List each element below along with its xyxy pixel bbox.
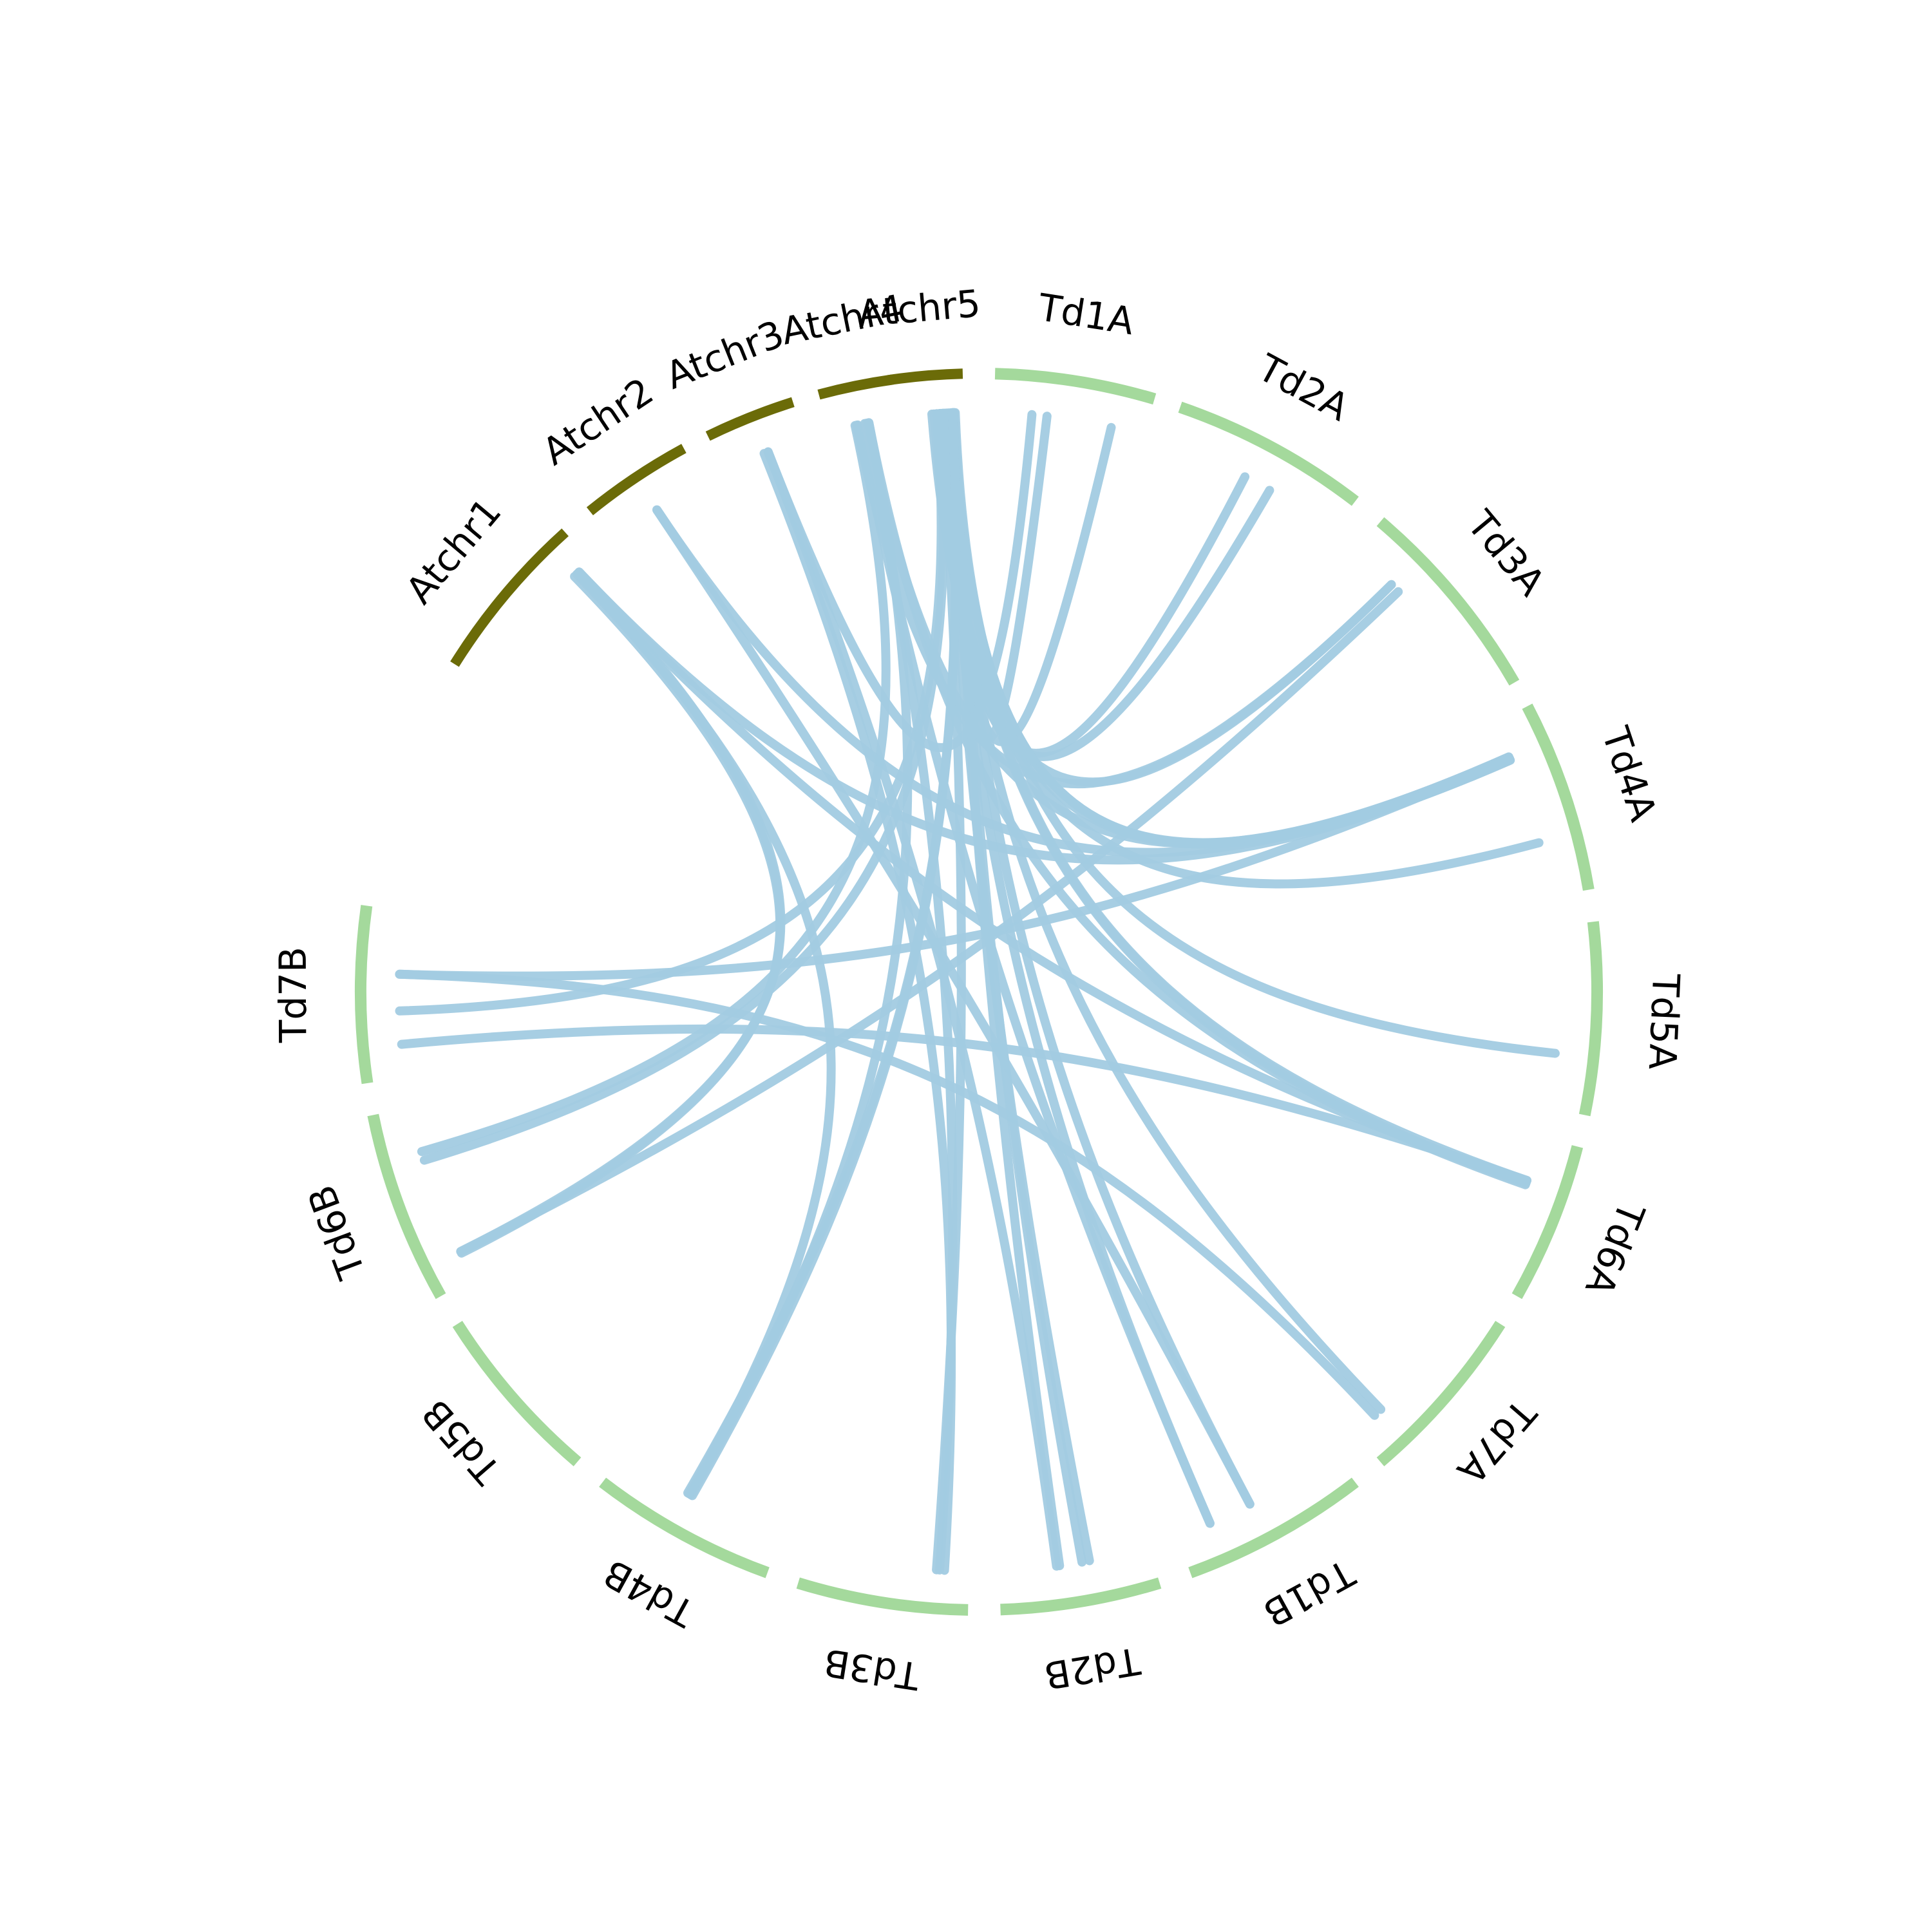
ideogram-layer: [354, 368, 1603, 1616]
chromosome-label-td7a: Td7A: [1448, 1390, 1545, 1492]
link-td7b-td4a: [395, 754, 1514, 981]
link-atchr3-td1a: [763, 410, 1037, 752]
chromosome-label-td1a: Td1A: [1035, 285, 1137, 344]
labels-layer: Atchr5 Td1A Td2A Td3A Td4A Td5A Td6A Td7A Td1B Td…: [271, 281, 1689, 1698]
link-atchr1-td6a: [574, 567, 1531, 1187]
chromosome-arc-td2a: [1178, 401, 1359, 506]
chromosome-arc-td1b: [1188, 1477, 1359, 1578]
chromosome-arc-td3b: [796, 1577, 969, 1616]
chromosome-arc-atchr5: [886, 368, 963, 386]
link-atchr2-td4a: [652, 505, 1514, 857]
chromosome-arc-td6a: [1511, 1145, 1584, 1300]
chromosome-label-td1b: Td1B: [1256, 1551, 1362, 1636]
chromosome-arc-td6b: [367, 1113, 446, 1300]
chromosome-label-atchr4: Atchr4: [777, 286, 907, 354]
chromosome-arc-td2b: [1000, 1577, 1162, 1616]
chromosome-label-td5a: Td5A: [1640, 972, 1688, 1071]
chromosome-arc-atchr4: [817, 374, 894, 400]
chromosome-arc-td4a: [1522, 703, 1595, 891]
chromosome-label-td3a: Td3A: [1458, 502, 1553, 604]
chromosome-arc-atchr3: [705, 397, 795, 441]
links-layer: [395, 408, 1560, 1575]
link-td7b-td7a: [395, 969, 1379, 1420]
chromosome-label-atchr2: Atchr2: [535, 369, 661, 474]
chromosome-label-atchr5: Atchr5: [856, 281, 982, 336]
link-atchr2-td1b: [652, 505, 1255, 1509]
chromosome-label-atchr1: Atchr1: [397, 489, 510, 612]
chromosome-label-atchr3: Atchr3: [659, 312, 790, 398]
link-atchr4-td6b: [417, 421, 891, 1157]
chromosome-label-td5b: Td5B: [413, 1391, 510, 1493]
chromosome-arc-atchr1: [450, 528, 569, 667]
link-atchr1-td6b: [456, 569, 786, 1256]
chromosome-arc-td4b: [599, 1477, 770, 1578]
link-td6b-td3a: [456, 587, 1403, 1256]
chromosome-label-td6b: Td6B: [299, 1179, 374, 1285]
chromosome-label-td2a: Td2A: [1251, 345, 1356, 430]
link-atchr1-td6b: [457, 572, 784, 1258]
chromosome-arc-td1a: [994, 368, 1157, 405]
chromosome-label-td4b: Td4B: [596, 1551, 702, 1636]
link-td7b-td6a: [397, 1024, 1531, 1185]
chromosome-arc-td5b: [452, 1320, 582, 1466]
link-atchr5-td5a: [951, 408, 1560, 1058]
chromosome-arc-td3a: [1376, 517, 1520, 686]
chromosome-label-td2b: Td2B: [1041, 1638, 1144, 1698]
link-atchr3-td2b: [763, 447, 1061, 1571]
chromosome-arc-td7a: [1376, 1320, 1506, 1466]
chromosome-label-td7b: Td7B: [271, 947, 316, 1043]
chromosome-arc-td7b: [354, 905, 374, 1084]
chromosome-label-td6a: Td6A: [1577, 1195, 1653, 1302]
link-atchr5-td2b: [947, 408, 1065, 1571]
link-atchr4-td4b: [686, 418, 913, 1499]
chromosome-label-td3b: Td3B: [821, 1640, 923, 1699]
chromosome-arc-atchr2: [586, 444, 687, 516]
chromosome-label-td4a: Td4A: [1593, 721, 1665, 827]
chromosome-arc-td5a: [1578, 921, 1603, 1117]
link-atchr3-td3b: [759, 449, 956, 1575]
link-atchr4-td3a: [851, 421, 1396, 789]
